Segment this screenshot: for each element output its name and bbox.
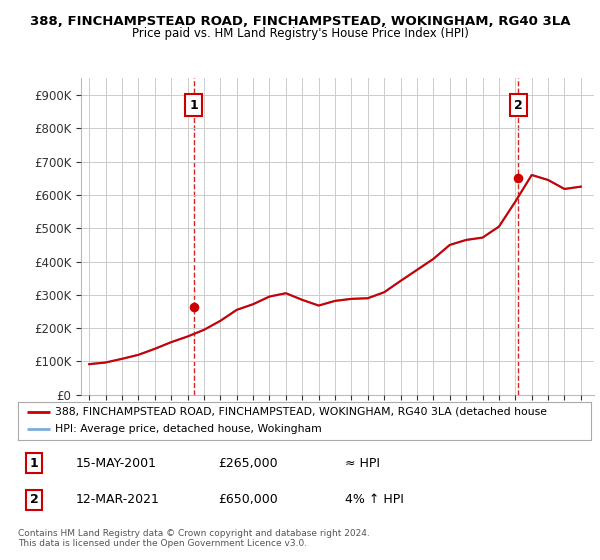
Text: 2: 2	[514, 99, 523, 111]
Text: 15-MAY-2001: 15-MAY-2001	[76, 456, 156, 470]
Text: Contains HM Land Registry data © Crown copyright and database right 2024.
This d: Contains HM Land Registry data © Crown c…	[18, 529, 370, 548]
Text: 1: 1	[189, 99, 198, 111]
Text: 1: 1	[29, 456, 38, 470]
Text: Price paid vs. HM Land Registry's House Price Index (HPI): Price paid vs. HM Land Registry's House …	[131, 27, 469, 40]
Text: 12-MAR-2021: 12-MAR-2021	[76, 493, 159, 506]
Text: 2: 2	[29, 493, 38, 506]
Point	[514, 174, 523, 183]
Text: HPI: Average price, detached house, Wokingham: HPI: Average price, detached house, Woki…	[55, 424, 322, 435]
Point	[189, 302, 199, 311]
Text: £265,000: £265,000	[218, 456, 278, 470]
Text: 4% ↑ HPI: 4% ↑ HPI	[344, 493, 403, 506]
Text: ≈ HPI: ≈ HPI	[344, 456, 380, 470]
Text: £650,000: £650,000	[218, 493, 278, 506]
Text: 388, FINCHAMPSTEAD ROAD, FINCHAMPSTEAD, WOKINGHAM, RG40 3LA (detached house: 388, FINCHAMPSTEAD ROAD, FINCHAMPSTEAD, …	[55, 407, 547, 417]
Text: 388, FINCHAMPSTEAD ROAD, FINCHAMPSTEAD, WOKINGHAM, RG40 3LA: 388, FINCHAMPSTEAD ROAD, FINCHAMPSTEAD, …	[30, 15, 570, 28]
